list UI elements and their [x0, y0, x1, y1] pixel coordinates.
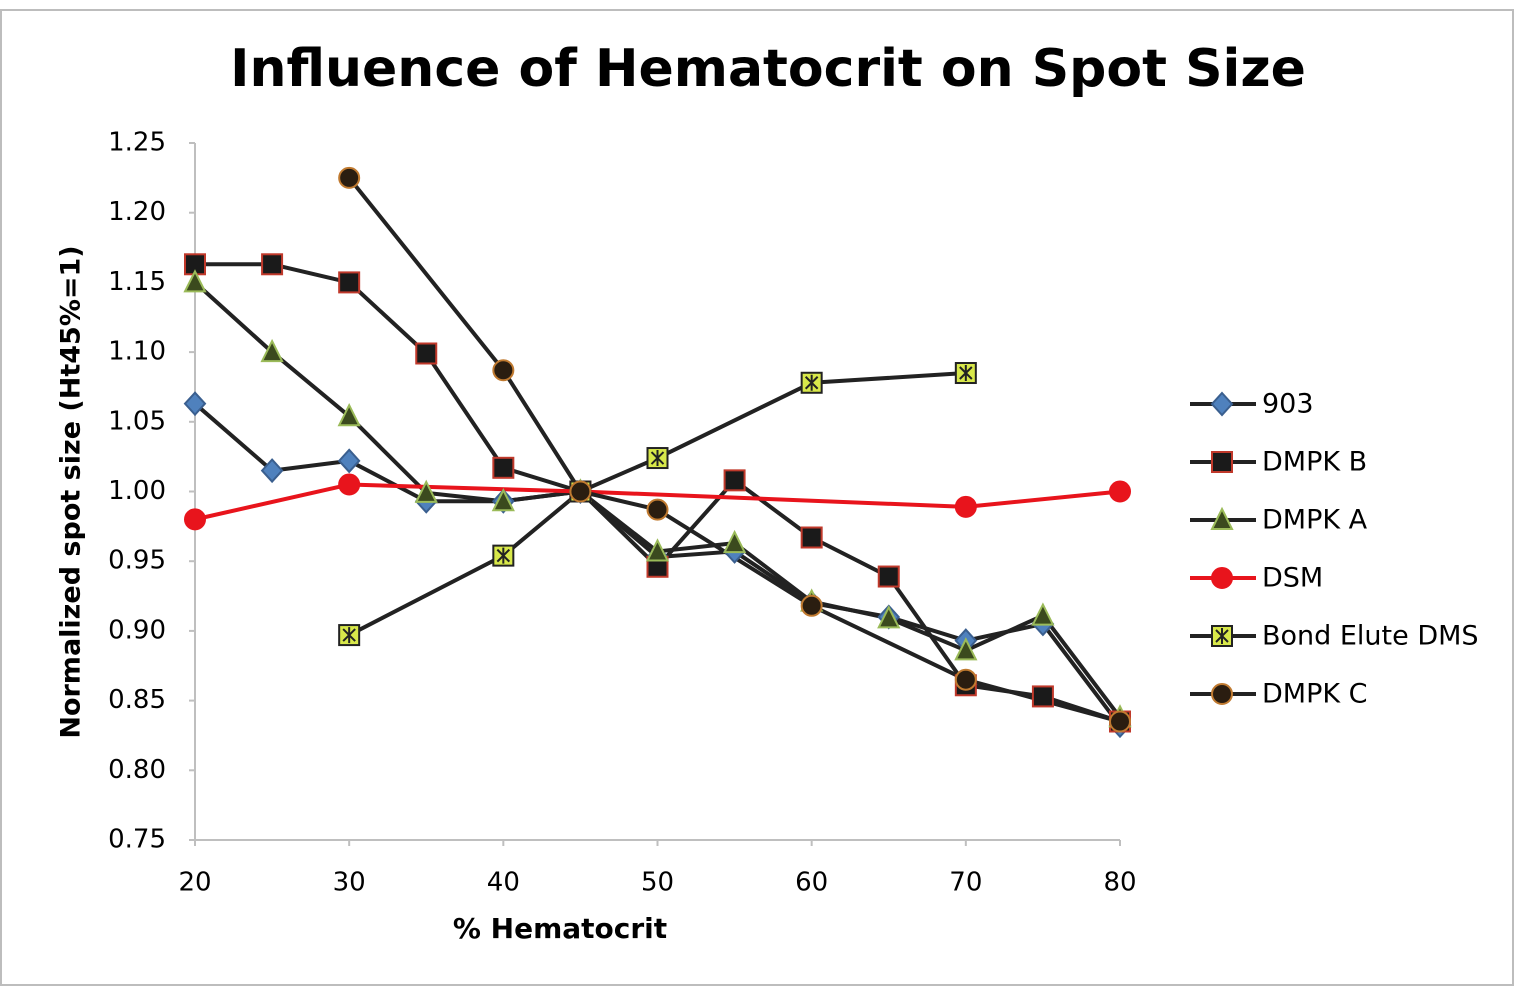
legend-marker [1211, 683, 1233, 705]
data-point [414, 479, 438, 503]
y-tick-label: 0.75 [108, 825, 166, 855]
y-tick-label: 0.95 [108, 546, 166, 576]
data-point [1031, 685, 1054, 708]
data-point [954, 668, 977, 691]
marker-star [650, 450, 665, 467]
data-point [645, 538, 670, 562]
y-tick-label: 1.15 [108, 267, 166, 297]
data-point [722, 529, 747, 554]
data-point [492, 544, 515, 567]
data-point [260, 338, 284, 363]
data-point [183, 391, 207, 417]
marker-star [804, 374, 819, 391]
x-tick-label: 50 [641, 868, 674, 898]
x-tick-label: 20 [178, 868, 211, 898]
data-point [954, 495, 977, 518]
y-tick-label: 1.25 [108, 128, 166, 158]
data-point [338, 166, 361, 189]
data-point [646, 447, 669, 470]
data-point [491, 488, 515, 512]
data-point [184, 508, 206, 531]
data-point [260, 458, 284, 484]
legend-marker [1210, 506, 1234, 530]
data-point [415, 342, 438, 365]
data-point [183, 269, 207, 293]
legend-marker [1211, 451, 1233, 473]
chart-title: Influence of Hematocrit on Spot Size [230, 39, 1306, 99]
x-tick-label: 30 [333, 868, 366, 898]
data-point [261, 253, 284, 276]
data-point [492, 359, 515, 382]
marker-star [496, 547, 511, 564]
data-point [337, 402, 361, 427]
data-point [1109, 480, 1131, 503]
legend-marker [1210, 391, 1234, 417]
x-tick-label: 60 [795, 868, 828, 898]
data-point [877, 565, 900, 588]
y-tick-label: 1.05 [108, 406, 166, 436]
marker-star [342, 627, 356, 644]
series-line [348, 371, 966, 637]
data-point [800, 371, 823, 394]
data-point [954, 362, 977, 385]
legend-label: Bond Elute DMS [1262, 621, 1479, 652]
legend-label: DMPK B [1262, 447, 1367, 478]
x-tick-label: 80 [1103, 868, 1136, 898]
data-point [954, 637, 978, 661]
marker-star [959, 365, 973, 382]
legend-label: DMPK A [1262, 505, 1368, 536]
data-point [800, 594, 823, 617]
legend-marker [1211, 625, 1233, 647]
data-point [337, 448, 361, 474]
data-point [492, 456, 515, 479]
y-tick-label: 0.90 [108, 615, 166, 645]
legend-label: DSM [1262, 563, 1323, 594]
y-tick-label: 1.00 [108, 476, 166, 506]
data-point [1031, 602, 1055, 626]
x-tick-label: 70 [949, 868, 982, 898]
y-axis-label: Normalized spot size (Ht45%=1) [56, 245, 87, 738]
y-tick-label: 0.85 [108, 685, 166, 715]
data-point [877, 605, 901, 629]
x-tick-label: 40 [487, 868, 520, 898]
data-point [646, 498, 669, 521]
data-point [338, 271, 361, 294]
data-point [569, 480, 592, 503]
y-tick-label: 1.10 [108, 337, 166, 367]
data-point [723, 469, 746, 492]
legend-marker [1211, 567, 1233, 589]
marker-star [1215, 628, 1229, 644]
x-axis-label: % Hematocrit [453, 912, 667, 945]
data-point [338, 473, 361, 496]
legend-label: DMPK C [1262, 679, 1368, 710]
data-point [338, 624, 361, 647]
data-point [800, 526, 823, 549]
data-point [1109, 710, 1131, 733]
y-tick-label: 0.80 [108, 755, 166, 785]
legend-label: 903 [1262, 389, 1314, 420]
y-tick-label: 1.20 [108, 197, 166, 227]
